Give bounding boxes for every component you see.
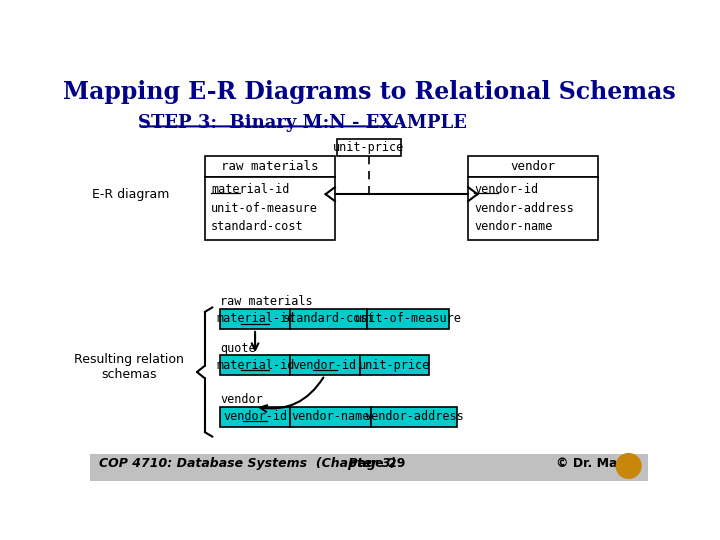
FancyBboxPatch shape <box>90 455 648 481</box>
FancyBboxPatch shape <box>360 355 429 375</box>
FancyBboxPatch shape <box>220 309 290 329</box>
FancyBboxPatch shape <box>372 407 456 427</box>
Text: raw materials: raw materials <box>220 295 312 308</box>
Text: COP 4710: Database Systems  (Chapter 3): COP 4710: Database Systems (Chapter 3) <box>99 457 397 470</box>
Text: vendor-id: vendor-id <box>474 183 539 196</box>
Text: Resulting relation
schemas: Resulting relation schemas <box>74 353 184 381</box>
FancyBboxPatch shape <box>204 177 335 240</box>
Text: material-id: material-id <box>216 313 294 326</box>
Text: material-id: material-id <box>216 359 294 372</box>
Text: unit-price: unit-price <box>359 359 431 372</box>
FancyBboxPatch shape <box>204 156 335 177</box>
Text: material-id: material-id <box>211 183 289 196</box>
Text: unit-of-measure: unit-of-measure <box>355 313 462 326</box>
Text: STEP 3:  Binary M:N - EXAMPLE: STEP 3: Binary M:N - EXAMPLE <box>138 113 467 132</box>
Text: vendor: vendor <box>220 393 263 406</box>
FancyBboxPatch shape <box>220 355 290 375</box>
Text: standard-cost: standard-cost <box>282 313 375 326</box>
Text: raw materials: raw materials <box>221 160 318 173</box>
Text: quote: quote <box>220 342 256 355</box>
Text: vendor-address: vendor-address <box>474 201 574 214</box>
FancyBboxPatch shape <box>290 407 372 427</box>
Text: vendor-name: vendor-name <box>292 410 370 423</box>
Text: © Dr. Mark: © Dr. Mark <box>556 457 631 470</box>
Text: vendor: vendor <box>510 160 556 173</box>
Text: unit-of-measure: unit-of-measure <box>211 201 318 214</box>
FancyBboxPatch shape <box>367 309 449 329</box>
Text: vendor-name: vendor-name <box>474 220 553 233</box>
FancyBboxPatch shape <box>290 309 367 329</box>
FancyBboxPatch shape <box>290 355 360 375</box>
Text: Mapping E-R Diagrams to Relational Schemas: Mapping E-R Diagrams to Relational Schem… <box>63 80 675 104</box>
FancyBboxPatch shape <box>468 177 598 240</box>
FancyBboxPatch shape <box>468 156 598 177</box>
Text: Page 29: Page 29 <box>348 457 405 470</box>
Text: vendor-address: vendor-address <box>364 410 464 423</box>
FancyBboxPatch shape <box>220 407 290 427</box>
FancyBboxPatch shape <box>337 139 401 157</box>
Text: standard-cost: standard-cost <box>211 220 304 233</box>
Text: vendor-id: vendor-id <box>223 410 287 423</box>
Text: vendor-id: vendor-id <box>293 359 357 372</box>
Text: E-R diagram: E-R diagram <box>91 188 169 201</box>
Circle shape <box>616 454 641 478</box>
Text: unit-price: unit-price <box>333 141 405 154</box>
